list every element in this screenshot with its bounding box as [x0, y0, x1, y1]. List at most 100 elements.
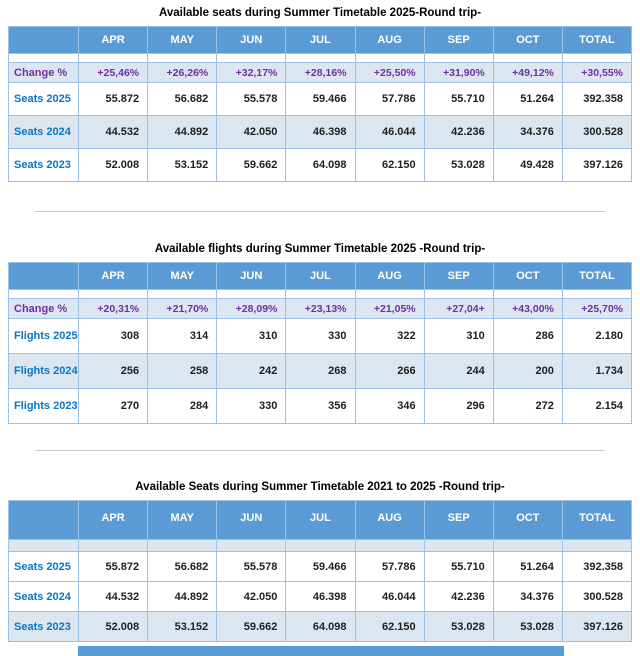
value-cell: 314 — [147, 318, 218, 354]
seats-2021-2025-table: APR MAY JUN JUL AUG SEP OCT TOTAL Seats 2025 55.… — [8, 500, 633, 642]
value-cell: 284 — [147, 388, 218, 424]
value-cell: 346 — [354, 388, 425, 424]
value-cell: 310 — [216, 318, 287, 354]
row-label: Seats 2023 — [8, 148, 79, 182]
value-cell: 53.152 — [147, 148, 218, 182]
row-label: Flights 2025 — [8, 318, 79, 354]
value-cell: 392.358 — [561, 82, 633, 116]
value-cell: 286 — [492, 318, 563, 354]
spacer-cell — [77, 289, 149, 299]
column-header: APR — [77, 26, 149, 54]
header-row: APR MAY JUN JUL AUG SEP OCT TOTAL — [8, 262, 633, 290]
value-cell: 49.428 — [492, 148, 563, 182]
change-value: +25,70% — [561, 298, 633, 319]
column-header: JUL — [285, 262, 356, 290]
spacer-cell — [147, 539, 218, 552]
table-row: Flights 2023 270 284 330 356 346 296 272 2.154 — [8, 388, 633, 424]
spacer-cell — [147, 53, 218, 63]
partial-next-table-header — [78, 646, 564, 656]
corner-cell — [8, 262, 79, 290]
table-title: Available flights during Summer Timetabl… — [154, 243, 486, 255]
column-header: AUG — [354, 262, 425, 290]
column-header: OCT — [492, 26, 563, 54]
section-divider — [35, 450, 605, 451]
row-label: Change % — [8, 62, 79, 83]
value-cell: 270 — [77, 388, 149, 424]
column-header: OCT — [492, 500, 563, 540]
column-header: JUN — [216, 262, 287, 290]
value-cell: 55.872 — [77, 551, 149, 582]
spacer-cell — [354, 53, 425, 63]
change-value: +25,46% — [77, 62, 149, 83]
column-header: APR — [77, 262, 149, 290]
row-label: Change % — [8, 298, 79, 319]
value-cell: 52.008 — [77, 148, 149, 182]
table-row: Flights 2024 256 258 242 268 266 244 200 1.734 — [8, 353, 633, 389]
value-cell: 62.150 — [354, 148, 425, 182]
column-header: SEP — [423, 500, 494, 540]
change-row: Change % +20,31% +21,70% +28,09% +23,13% +21,… — [8, 298, 633, 319]
value-cell: 56.682 — [147, 82, 218, 116]
seats-2025-section: Available seats during Summer Timetable … — [8, 7, 633, 182]
table-row: Seats 2024 44.532 44.892 42.050 46.398 46.044… — [8, 581, 633, 612]
value-cell: 397.126 — [561, 148, 633, 182]
column-header: OCT — [492, 262, 563, 290]
spacer-cell — [354, 289, 425, 299]
value-cell: 55.578 — [216, 551, 287, 582]
value-cell: 46.398 — [285, 581, 356, 612]
value-cell: 272 — [492, 388, 563, 424]
column-header: AUG — [354, 500, 425, 540]
corner-cell — [8, 26, 79, 54]
change-value: +32,17% — [216, 62, 287, 83]
header-row: APR MAY JUN JUL AUG SEP OCT TOTAL — [8, 500, 633, 540]
spacer-cell — [147, 289, 218, 299]
value-cell: 256 — [77, 353, 149, 389]
column-header: TOTAL — [561, 262, 633, 290]
spacer-cell — [492, 539, 563, 552]
value-cell: 44.892 — [147, 581, 218, 612]
row-label: Seats 2023 — [8, 611, 79, 642]
value-cell: 55.578 — [216, 82, 287, 116]
value-cell: 59.466 — [285, 551, 356, 582]
spacer-cell — [216, 539, 287, 552]
value-cell: 200 — [492, 353, 563, 389]
value-cell: 57.786 — [354, 82, 425, 116]
value-cell: 62.150 — [354, 611, 425, 642]
spacer-cell — [561, 289, 633, 299]
table-title: Available seats during Summer Timetable … — [158, 7, 482, 19]
value-cell: 53.152 — [147, 611, 218, 642]
spacer-cell — [8, 289, 79, 299]
value-cell: 244 — [423, 353, 494, 389]
corner-cell — [8, 500, 79, 540]
spacer-cell — [8, 539, 79, 552]
row-label: Seats 2025 — [8, 82, 79, 116]
value-cell: 42.236 — [423, 115, 494, 149]
value-cell: 308 — [77, 318, 149, 354]
column-header: TOTAL — [561, 26, 633, 54]
spacer-cell — [77, 53, 149, 63]
value-cell: 51.264 — [492, 82, 563, 116]
value-cell: 258 — [147, 353, 218, 389]
spacer-cell — [423, 289, 494, 299]
row-label: Seats 2024 — [8, 581, 79, 612]
value-cell: 266 — [354, 353, 425, 389]
value-cell: 55.710 — [423, 82, 494, 116]
spacer-cell — [561, 53, 633, 63]
row-label: Seats 2024 — [8, 115, 79, 149]
change-value: +43,00% — [492, 298, 563, 319]
section-divider — [35, 211, 605, 212]
change-value: +31,90% — [423, 62, 494, 83]
change-value: +28,16% — [285, 62, 356, 83]
change-value: +21,05% — [354, 298, 425, 319]
value-cell: 34.376 — [492, 581, 563, 612]
value-cell: 392.358 — [561, 551, 633, 582]
column-header: JUN — [216, 26, 287, 54]
column-header: JUL — [285, 500, 356, 540]
table-row: Flights 2025 308 314 310 330 322 310 286 2.180 — [8, 318, 633, 354]
row-label: Flights 2023 — [8, 388, 79, 424]
value-cell: 330 — [285, 318, 356, 354]
table-row: Seats 2023 52.008 53.152 59.662 64.098 62.150… — [8, 148, 633, 182]
value-cell: 1.734 — [561, 353, 633, 389]
row-label: Flights 2024 — [8, 353, 79, 389]
change-value: +28,09% — [216, 298, 287, 319]
